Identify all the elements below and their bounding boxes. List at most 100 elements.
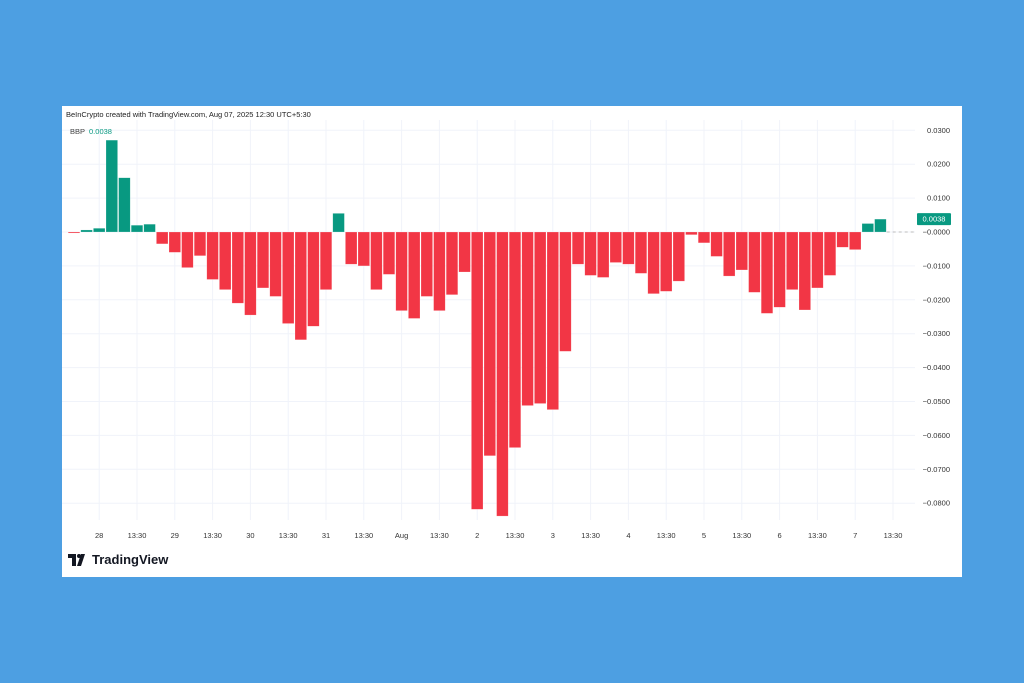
last-value-label: 0.0038	[923, 215, 946, 224]
histogram-bar	[597, 231, 610, 278]
x-tick-label: 13:30	[128, 531, 147, 540]
histogram-bar	[93, 228, 106, 233]
histogram-bar	[206, 231, 219, 280]
y-tick-label: −0.0800	[923, 499, 950, 508]
histogram-bar	[319, 231, 333, 290]
last-value-badge	[917, 213, 951, 226]
histogram-bar	[471, 231, 484, 510]
x-tick-label: 28	[95, 531, 103, 540]
x-tick-label: 7	[853, 531, 857, 540]
histogram-bar	[395, 231, 408, 311]
x-tick-label: 13:30	[808, 531, 827, 540]
histogram-bar	[231, 231, 244, 304]
logo-text: TradingView	[92, 552, 169, 567]
x-tick-label: 31	[322, 531, 330, 540]
histogram-bar	[193, 231, 207, 256]
histogram-bar	[294, 231, 307, 341]
histogram-bar	[382, 231, 396, 275]
histogram-bar	[710, 231, 723, 257]
x-tick-label: 13:30	[657, 531, 676, 540]
histogram-bar	[697, 231, 711, 244]
histogram-bar	[559, 231, 572, 352]
histogram-bar	[219, 231, 232, 290]
histogram-bar	[345, 231, 358, 265]
histogram-bar	[80, 229, 93, 233]
y-tick-label: −0.0700	[923, 465, 950, 474]
histogram-bar	[634, 231, 648, 274]
histogram-bar	[546, 231, 559, 410]
histogram-bar	[874, 218, 887, 233]
x-tick-label: 13:30	[279, 531, 298, 540]
histogram-bar	[760, 231, 774, 314]
histogram-bar	[156, 231, 169, 245]
histogram-bar	[508, 231, 522, 448]
histogram-bar	[445, 231, 459, 295]
x-tick-label: Aug	[395, 531, 408, 540]
y-tick-label: −0.0600	[923, 431, 950, 440]
x-tick-label: 2	[475, 531, 479, 540]
histogram-bar	[143, 223, 156, 233]
indicator-name: BBP	[70, 127, 86, 136]
x-tick-label: 13:30	[884, 531, 903, 540]
x-tick-label: 13:30	[581, 531, 600, 540]
histogram-bar	[181, 231, 194, 268]
histogram-bar	[685, 231, 698, 235]
x-tick-label: 29	[171, 531, 179, 540]
histogram-bar	[609, 231, 622, 263]
indicator-legend: BBP 0.0038	[70, 127, 112, 136]
histogram-bar	[647, 231, 660, 294]
histogram-bar	[483, 231, 496, 456]
x-tick-label: 13:30	[430, 531, 449, 540]
y-tick-label: −0.0200	[923, 295, 950, 304]
histogram-bar	[723, 231, 736, 277]
y-tick-label: −0.0000	[923, 228, 950, 237]
histogram-bar	[836, 231, 849, 248]
x-tick-label: 30	[246, 531, 254, 540]
histogram-bar	[571, 231, 585, 265]
tradingview-logo-icon	[68, 553, 85, 566]
tradingview-logo[interactable]: TradingView	[68, 552, 168, 567]
x-tick-label: 6	[778, 531, 782, 540]
histogram-bar	[496, 231, 509, 517]
y-tick-label: 0.0100	[927, 194, 950, 203]
histogram-bar	[118, 177, 131, 233]
x-tick-label: 13:30	[506, 531, 525, 540]
histogram-bar	[861, 223, 874, 233]
histogram-bar	[282, 231, 295, 324]
histogram-bar	[307, 231, 320, 327]
y-tick-label: −0.0100	[923, 261, 950, 270]
x-tick-label: 13:30	[354, 531, 373, 540]
y-tick-label: 0.0200	[927, 160, 950, 169]
histogram-bar	[408, 231, 421, 319]
histogram-bar	[786, 231, 799, 290]
histogram-bar	[849, 231, 862, 250]
histogram-bar	[748, 231, 761, 293]
y-tick-label: 0.0300	[927, 126, 950, 135]
x-tick-label: 4	[626, 531, 630, 540]
histogram-bar	[332, 213, 345, 233]
histogram-bar	[269, 231, 282, 297]
histogram-bar	[798, 231, 811, 311]
x-tick-label: 13:30	[203, 531, 222, 540]
histogram-bar	[735, 231, 748, 271]
histogram-bar	[773, 231, 786, 308]
histogram-bar	[244, 231, 257, 316]
histogram-bar	[370, 231, 383, 290]
histogram-bar	[105, 139, 118, 233]
histogram-bar	[811, 231, 824, 289]
x-tick-label: 3	[551, 531, 555, 540]
y-tick-label: −0.0500	[923, 397, 950, 406]
y-tick-label: −0.0400	[923, 363, 950, 372]
x-tick-label: 13:30	[732, 531, 751, 540]
histogram-bar	[660, 231, 673, 292]
histogram-bar	[67, 231, 81, 234]
histogram-bar	[584, 231, 597, 276]
histogram-bar	[130, 224, 144, 233]
x-tick-label: 5	[702, 531, 706, 540]
histogram-bar	[521, 231, 534, 406]
histogram-bar	[433, 231, 446, 311]
histogram-bar	[420, 231, 433, 297]
histogram-bar	[256, 231, 270, 289]
indicator-value: 0.0038	[89, 127, 112, 136]
